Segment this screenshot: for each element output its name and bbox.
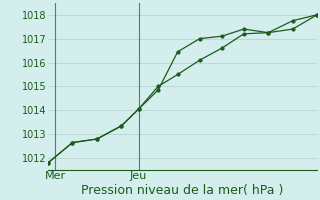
X-axis label: Pression niveau de la mer( hPa ): Pression niveau de la mer( hPa ) [81,184,284,197]
